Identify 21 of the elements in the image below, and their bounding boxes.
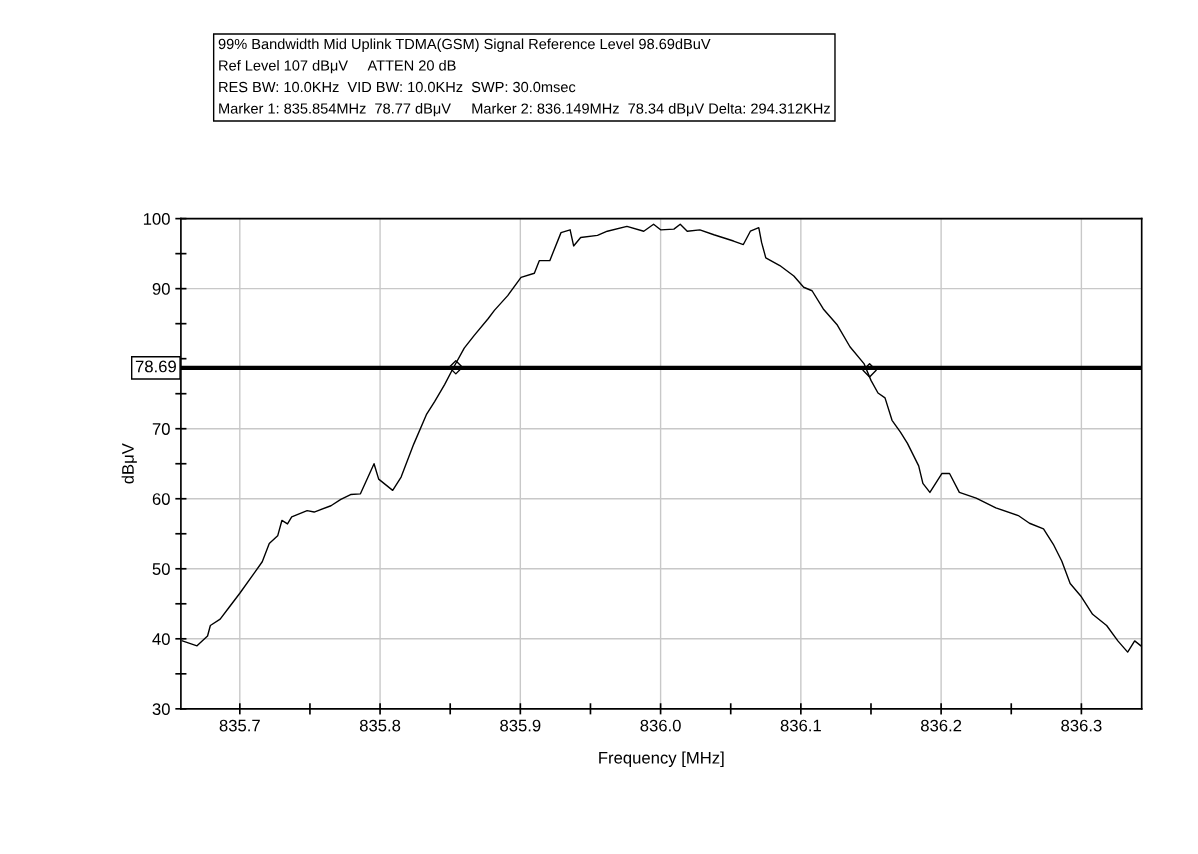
y-tick-label: 40 [152, 633, 170, 645]
y-tick-label: 50 [152, 563, 170, 575]
text: Marker 1: 835.854MHz 78.77 dBμV Marker 2: 836.149MHz 78.34 dBμV Delta: 294.312KHz [219, 102, 830, 117]
chart-title: 99% Bandwidth Mid Uplink TDMA(GSM) Signal Reference Level 98.69dBuV [218, 38, 711, 53]
x-tick-label: 836.0 [640, 719, 681, 732]
y-tick-label: 30 [152, 703, 170, 716]
text: Ref Level 107 dBμV ATTEN 20 dB [219, 59, 456, 74]
ref-line-label: 78.69 [135, 360, 176, 373]
x-tick-label: 836.2 [920, 719, 962, 732]
y-tick-label: 60 [152, 493, 170, 505]
x-tick-label: 835.9 [500, 719, 541, 732]
x-tick-label: 835.8 [359, 719, 401, 732]
text: RES BW: 10.0KHz VID BW: 10.0KHz SWP: 30.0msec [219, 81, 576, 93]
x-tick-label: 835.7 [219, 719, 260, 732]
y-tick-label: 90 [152, 283, 170, 295]
x-tick-label: 836.3 [1061, 719, 1102, 732]
x-axis-title: Frequency [MHz] [599, 751, 724, 767]
y-axis-title: dBμV [121, 443, 137, 484]
y-tick-label: 100 [143, 213, 170, 225]
x-tick-label: 836.1 [780, 719, 821, 732]
y-tick-label: 70 [152, 423, 170, 435]
